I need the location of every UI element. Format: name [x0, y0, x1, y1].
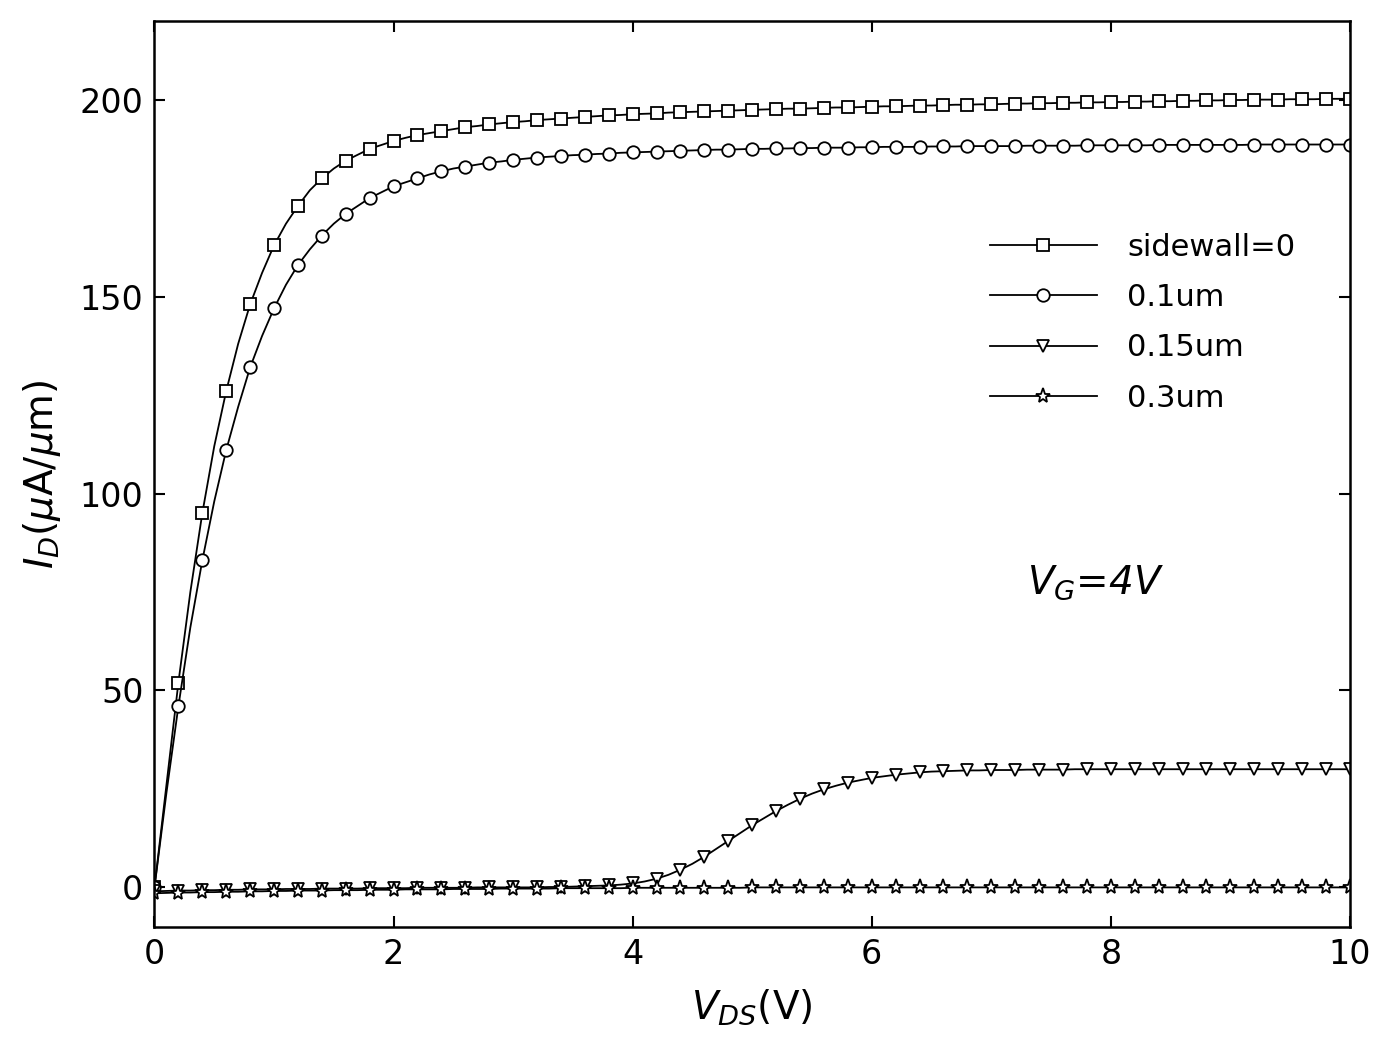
sidewall=0 [1342, 92, 1359, 105]
0.1um [146, 881, 163, 894]
sidewall=0 [146, 881, 163, 894]
0.3um [445, 882, 462, 895]
0.1um [1342, 138, 1359, 151]
Line: 0.15um: 0.15um [148, 763, 1356, 897]
0.15um [230, 883, 246, 896]
0.15um [1342, 763, 1359, 776]
0.15um [696, 850, 713, 863]
Line: 0.1um: 0.1um [148, 138, 1356, 894]
Text: $V_G$=4V: $V_G$=4V [1027, 563, 1164, 602]
0.1um [983, 139, 999, 152]
Line: sidewall=0: sidewall=0 [149, 93, 1356, 893]
0.15um [1043, 763, 1059, 776]
Legend: sidewall=0, 0.1um, 0.15um, 0.3um: sidewall=0, 0.1um, 0.15um, 0.3um [974, 217, 1311, 428]
0.3um [995, 881, 1012, 894]
sidewall=0 [696, 105, 713, 117]
sidewall=0 [230, 337, 246, 350]
0.3um [696, 881, 713, 894]
0.1um [1246, 138, 1263, 151]
0.3um [743, 881, 760, 894]
0.15um [146, 886, 163, 898]
0.3um [876, 881, 892, 894]
sidewall=0 [445, 123, 462, 135]
0.1um [696, 144, 713, 156]
0.3um [230, 886, 246, 898]
Line: 0.3um: 0.3um [146, 879, 1357, 901]
sidewall=0 [1318, 92, 1335, 105]
0.1um [1043, 139, 1059, 152]
0.3um [1055, 881, 1072, 894]
0.15um [863, 771, 880, 784]
0.15um [1066, 763, 1083, 776]
0.15um [445, 881, 462, 894]
sidewall=0 [863, 101, 880, 113]
0.1um [230, 400, 246, 413]
0.3um [1342, 881, 1359, 894]
0.15um [983, 764, 999, 777]
X-axis label: $V_{DS}$(V): $V_{DS}$(V) [692, 987, 813, 1027]
sidewall=0 [1043, 96, 1059, 109]
Y-axis label: $I_D$($\mu$A/$\mu$m): $I_D$($\mu$A/$\mu$m) [21, 379, 63, 569]
0.1um [445, 162, 462, 175]
sidewall=0 [983, 99, 999, 111]
0.1um [863, 141, 880, 154]
0.3um [146, 887, 163, 899]
